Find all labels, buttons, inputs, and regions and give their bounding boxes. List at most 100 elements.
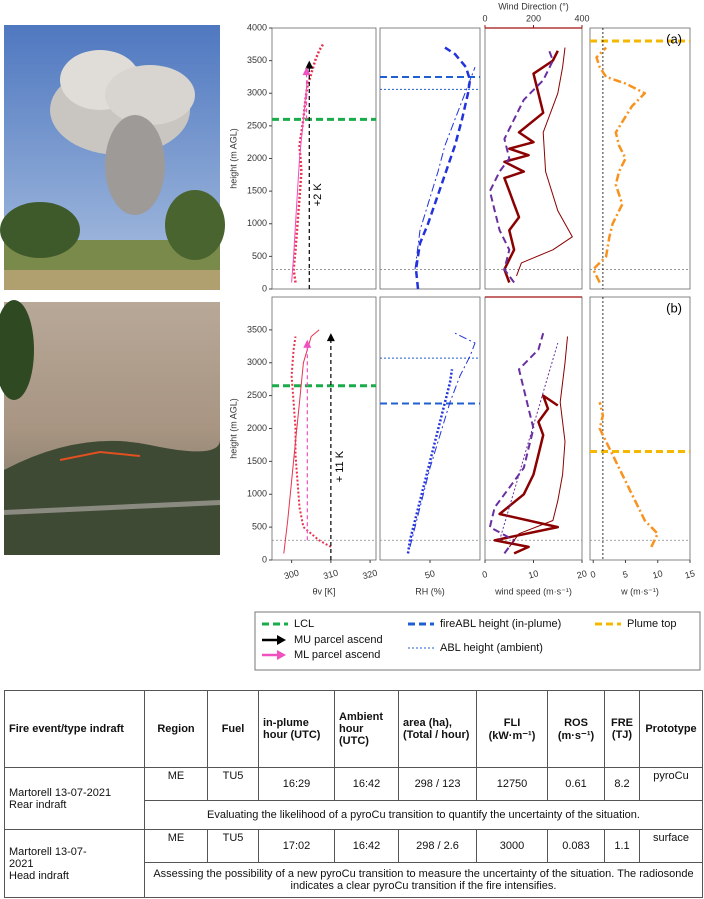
table-row: Martorell 13-07- 2021 Head indraft ME TU5 …	[4, 829, 703, 898]
y-tick-label: 500	[252, 251, 267, 261]
table-header: Fire event/type indraft Region Fuel in-p…	[4, 690, 703, 768]
event-line: Martorell 13-07-	[9, 845, 87, 858]
photo-bottom	[0, 300, 220, 555]
y-tick-label: 2500	[247, 390, 267, 400]
x-tick-label: 50	[424, 568, 436, 580]
event-cell: Martorell 13-07-2021 Rear indraft	[4, 767, 145, 830]
cell: pyroCu	[639, 767, 703, 801]
cell: ME	[144, 767, 208, 801]
x-axis-label: w (m·s⁻¹)	[620, 586, 659, 596]
x-tick-label: 20	[576, 568, 588, 580]
arrow-head	[303, 339, 312, 348]
panel: 50 RH (%)	[379, 296, 481, 596]
table-note-row: Assessing the possibility of a new pyroC…	[5, 862, 703, 898]
cell: 298 / 123	[398, 767, 477, 801]
event-line: 2021	[9, 857, 34, 870]
profile-line	[283, 329, 320, 554]
header-cell: in-plume hour (UTC)	[258, 690, 335, 768]
profile-line	[591, 46, 647, 284]
cell: 16:42	[334, 767, 399, 801]
x2-tick-label: 200	[526, 13, 541, 23]
profile-line	[499, 342, 559, 541]
cell: 8.2	[604, 767, 640, 801]
x-tick-label: 5	[622, 569, 629, 580]
profile-line	[493, 394, 560, 555]
x-tick-label: 310	[322, 568, 339, 582]
panel: 0 200 400 Wind Direction (°)	[482, 1, 590, 290]
header-cell: ROS (m·s⁻¹)	[547, 690, 605, 768]
panel: 0 10 20 wind speed (m·s⁻¹)	[481, 296, 588, 596]
event-line: Martorell 13-07-2021	[9, 786, 112, 799]
profile-line	[406, 369, 454, 554]
event-cell: Martorell 13-07- 2021 Head indraft	[4, 829, 145, 898]
annotation: +2 K	[312, 183, 324, 207]
y-tick-label: 0	[262, 283, 267, 293]
header-cell: Fuel	[207, 690, 259, 768]
panel: 0 500 1000 1500 2000 2500 3000 3500 height (m AG…	[228, 296, 379, 596]
y-tick-label: 500	[252, 522, 267, 532]
y-tick-label: 1000	[247, 489, 267, 499]
note-cell: Assessing the possibility of a new pyroC…	[144, 862, 703, 898]
y-tick-label: 1500	[247, 456, 267, 466]
plot-frame	[379, 27, 481, 290]
x-tick-label: 10	[651, 568, 663, 580]
y-tick-label: 2000	[247, 423, 267, 433]
header-cell: FLI (kW·m⁻¹)	[476, 690, 548, 768]
y-tick-label: 3500	[247, 55, 267, 65]
cell: 17:02	[258, 829, 335, 863]
profile-line	[409, 332, 476, 548]
legend-label: Plume top	[627, 618, 677, 630]
cell: 1.1	[604, 829, 640, 863]
profile-line	[598, 401, 659, 548]
header-cell: Fire event/type indraft	[4, 690, 145, 768]
profile-line	[488, 47, 554, 284]
y-tick-label: 1000	[247, 218, 267, 228]
photo-top	[0, 25, 225, 290]
panel-label: (b)	[666, 300, 682, 315]
profile-line	[414, 46, 472, 290]
x2-axis-label: Wind Direction (°)	[498, 1, 569, 11]
cell: ME	[144, 829, 208, 863]
panel-label: (a)	[666, 31, 682, 46]
cell: surface	[639, 829, 703, 863]
profile-line	[291, 80, 308, 283]
cell: TU5	[207, 767, 259, 801]
cell: 0.61	[547, 767, 605, 801]
x-tick-label: 0	[481, 569, 488, 580]
table-row: Martorell 13-07-2021 Rear indraft ME TU5 …	[4, 767, 703, 830]
legend-label: MU parcel ascend	[294, 634, 383, 646]
cell: 298 / 2.6	[398, 829, 477, 863]
panel: 0 500 1000 1500 2000 2500 3000 3500 4000 height (…	[228, 22, 377, 293]
y-tick-label: 2000	[247, 153, 267, 163]
y-axis-label: height (m AGL)	[228, 128, 238, 189]
table: Fire event/type indraft Region Fuel in-p…	[4, 690, 703, 898]
profile-line	[508, 336, 568, 548]
event-line: Head indraft	[9, 869, 69, 882]
legend-box	[254, 611, 701, 671]
note-cell: Evaluating the likelihood of a pyroCu tr…	[144, 800, 703, 830]
x-tick-label: 300	[283, 568, 300, 582]
profile-line	[414, 67, 476, 270]
profile-line	[290, 336, 332, 548]
x-tick-label: 10	[527, 568, 539, 580]
plot-frame	[484, 27, 583, 290]
legend-swatch	[277, 650, 286, 660]
cell: 16:29	[258, 767, 335, 801]
x-tick-label: 0	[589, 569, 596, 580]
plot-frame	[271, 27, 377, 290]
panel: 0 5 10 15 w (m·s⁻¹) (b)	[589, 296, 696, 596]
panel	[379, 27, 481, 290]
cell: 0.083	[547, 829, 605, 863]
plot-frame	[589, 27, 691, 290]
cell: 3000	[476, 829, 548, 863]
header-cell: area (ha), (Total / hour)	[398, 690, 477, 768]
legend-label: ABL height (ambient)	[440, 642, 543, 654]
y-axis-label: height (m AGL)	[228, 398, 238, 459]
annotation: + 11 K	[334, 450, 346, 482]
x-tick-label: 15	[684, 568, 696, 580]
y-tick-label: 0	[262, 554, 267, 564]
cell: 16:42	[334, 829, 399, 863]
legend-label: fireABL height (in-plume)	[440, 618, 561, 630]
